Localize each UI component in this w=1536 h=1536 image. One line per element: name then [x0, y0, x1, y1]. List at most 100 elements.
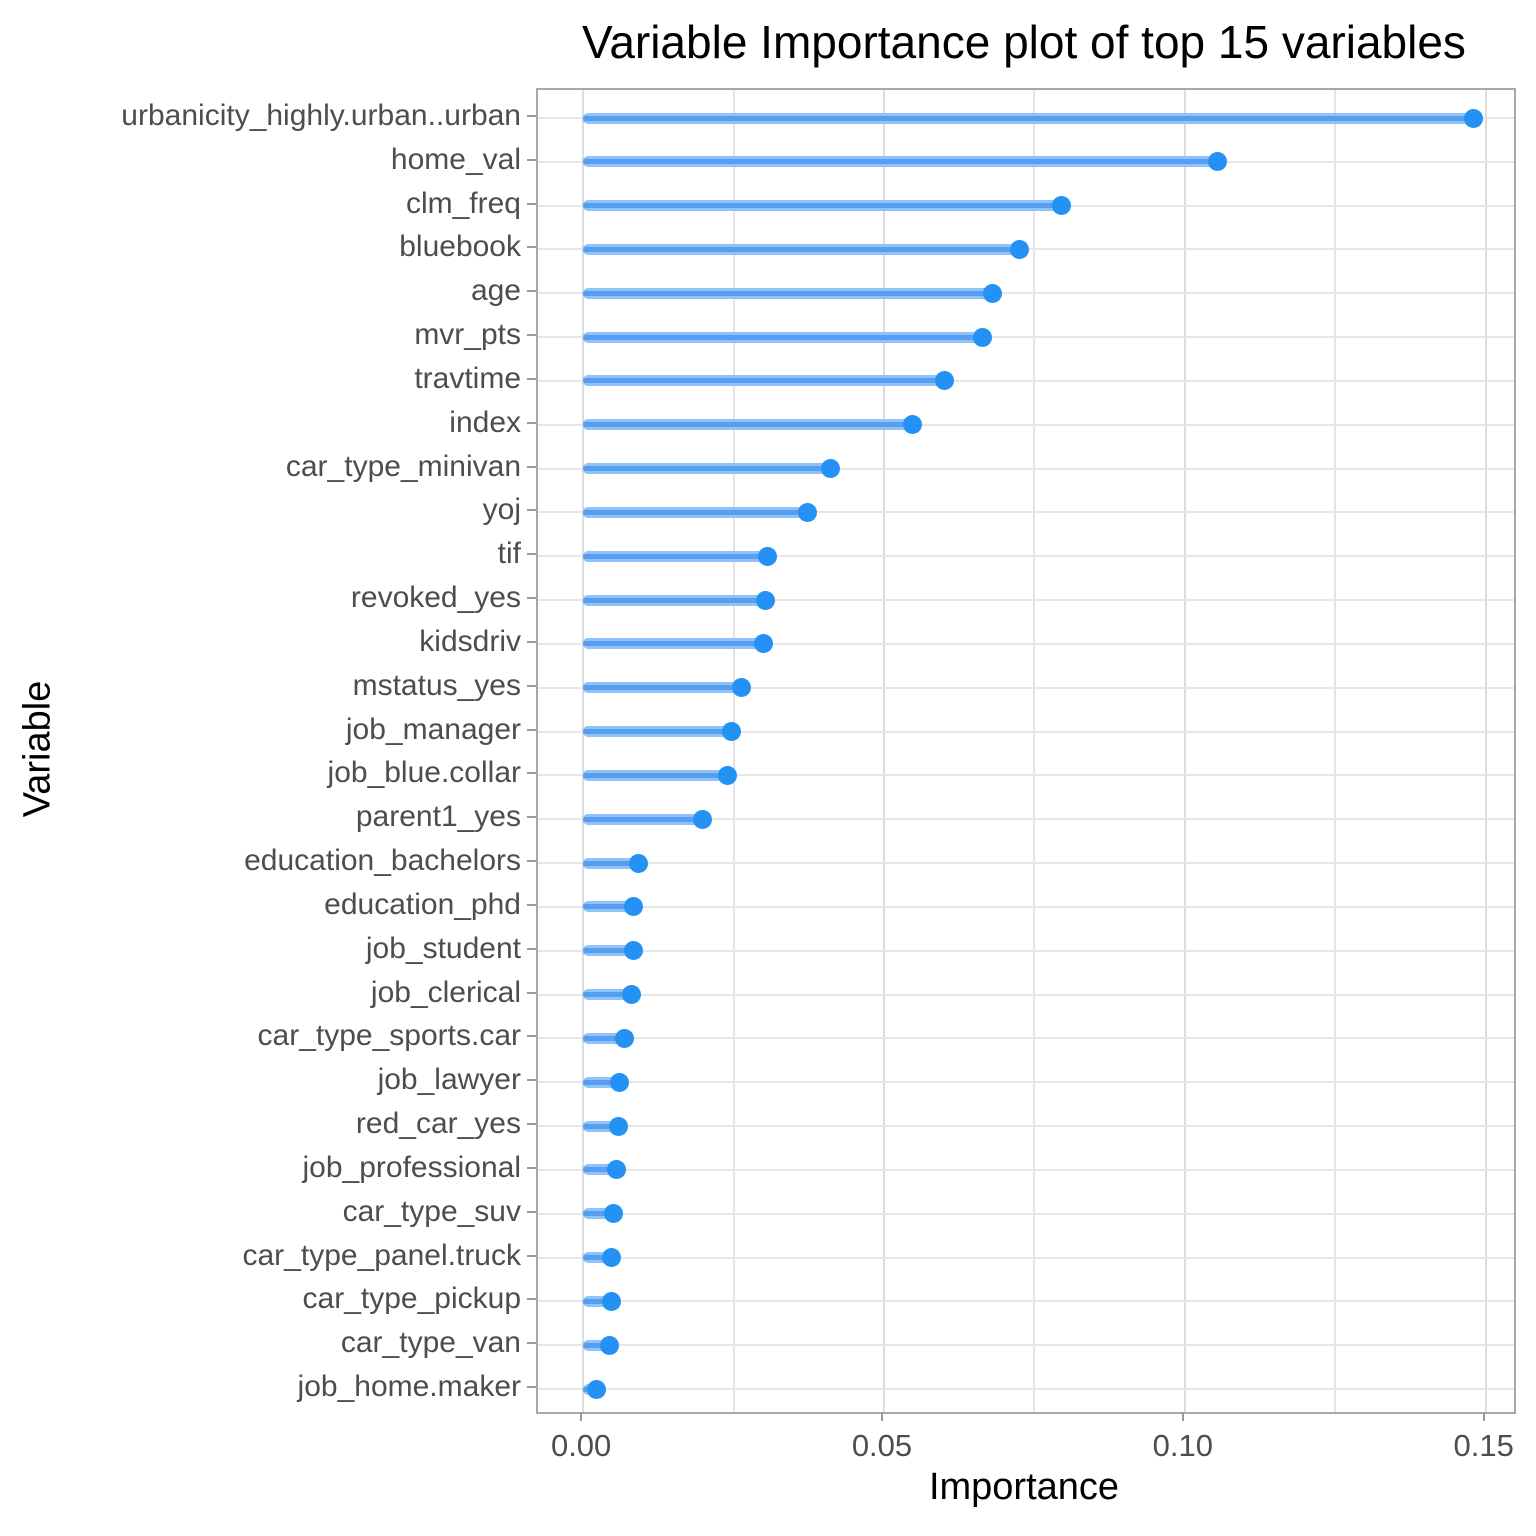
- lollipop-stem: [583, 638, 764, 650]
- y-tick-label: travtime: [414, 361, 521, 395]
- chart-title: Variable Importance plot of top 15 varia…: [582, 16, 1466, 68]
- y-tick-mark: [527, 903, 536, 906]
- lollipop-dot: [758, 546, 778, 566]
- y-tick-mark: [527, 1342, 536, 1345]
- lollipop-dot: [693, 809, 713, 829]
- y-tick-label: job_student: [365, 931, 521, 965]
- y-tick-mark: [527, 991, 536, 994]
- y-tick-mark: [527, 246, 536, 249]
- y-tick-label: urbanicity_highly.urban..urban: [121, 99, 521, 132]
- x-tick-label: 0.00: [550, 1428, 612, 1463]
- lollipop-stem: [583, 331, 983, 343]
- lollipop-stem: [583, 506, 808, 518]
- horizontal-gridline: [538, 467, 1514, 470]
- major-vertical-gridline: [1484, 90, 1487, 1412]
- lollipop-stem: [583, 813, 703, 825]
- lollipop-stem: [583, 463, 831, 475]
- y-tick-label: mvr_pts: [414, 318, 521, 352]
- y-tick-label: education_bachelors: [244, 844, 521, 878]
- lollipop-dot: [609, 1116, 629, 1136]
- y-tick-label: parent1_yes: [355, 800, 521, 834]
- y-tick-label: clm_freq: [405, 186, 521, 220]
- lollipop-stem: [583, 769, 728, 781]
- x-tick-label: 0.15: [1453, 1428, 1514, 1463]
- lollipop-stem: [583, 112, 1474, 124]
- y-tick-label: car_type_minivan: [285, 449, 521, 483]
- lollipop-dot: [587, 1379, 607, 1399]
- y-tick-label: car_type_suv: [342, 1194, 521, 1228]
- lollipop-dot: [623, 897, 643, 917]
- lollipop-stem: [583, 375, 945, 387]
- lollipop-dot: [1009, 239, 1029, 259]
- y-tick-mark: [527, 1298, 536, 1301]
- y-tick-mark: [527, 860, 536, 863]
- horizontal-gridline: [538, 1125, 1514, 1128]
- lollipop-stem: [583, 156, 1218, 168]
- y-tick-label: age: [470, 274, 521, 308]
- lollipop-dot: [1052, 196, 1071, 216]
- x-tick-mark: [1181, 1412, 1184, 1421]
- horizontal-gridline: [538, 993, 1514, 996]
- y-tick-mark: [527, 640, 536, 643]
- y-tick-mark: [527, 597, 536, 600]
- lollipop-dot: [609, 1072, 629, 1092]
- y-tick-label: car_type_sports.car: [257, 1019, 521, 1053]
- lollipop-stem: [583, 1164, 617, 1176]
- horizontal-gridline: [538, 336, 1514, 339]
- lollipop-stem: [583, 200, 1062, 212]
- lollipop-stem: [583, 1252, 612, 1264]
- y-tick-label: car_type_van: [340, 1326, 521, 1360]
- y-tick-label: revoked_yes: [350, 581, 521, 615]
- horizontal-gridline: [538, 1037, 1514, 1040]
- lollipop-stem: [583, 945, 634, 957]
- y-axis-labels: urbanicity_highly.urban..urban home_val cl…: [0, 0, 536, 1536]
- horizontal-gridline: [538, 423, 1514, 426]
- horizontal-gridline: [538, 949, 1514, 952]
- lollipop-stem: [583, 989, 632, 1001]
- horizontal-gridline: [538, 1344, 1514, 1347]
- y-tick-label: car_type_pickup: [302, 1282, 521, 1316]
- lollipop-stem: [583, 594, 766, 606]
- horizontal-gridline: [538, 642, 1514, 645]
- y-tick-mark: [527, 1166, 536, 1169]
- horizontal-gridline: [538, 1388, 1514, 1390]
- horizontal-gridline: [538, 730, 1514, 733]
- x-tick-label: 0.10: [1152, 1428, 1214, 1463]
- major-vertical-gridline: [882, 90, 885, 1412]
- y-tick-label: job_home.maker: [297, 1370, 521, 1403]
- minor-vertical-gridline: [732, 90, 735, 1412]
- horizontal-gridline: [538, 379, 1514, 382]
- y-tick-label: job_blue.collar: [327, 756, 521, 790]
- y-tick-label: education_phd: [324, 887, 521, 921]
- lollipop-stem: [583, 726, 732, 738]
- y-tick-mark: [527, 1123, 536, 1126]
- lollipop-dot: [820, 459, 840, 479]
- lollipop-dot: [1207, 152, 1227, 172]
- y-tick-mark: [527, 290, 536, 293]
- lollipop-dot: [902, 415, 922, 435]
- y-tick-label: job_manager: [345, 712, 521, 746]
- y-tick-mark: [527, 816, 536, 819]
- lollipop-stem: [583, 1208, 614, 1220]
- y-tick-mark: [527, 334, 536, 337]
- y-tick-label: job_professional: [302, 1150, 521, 1184]
- y-tick-label: job_clerical: [370, 975, 521, 1009]
- lollipop-stem: [583, 550, 768, 562]
- lollipop-dot: [601, 1248, 621, 1268]
- lollipop-dot: [732, 678, 752, 698]
- x-tick-mark: [580, 1412, 583, 1421]
- lollipop-dot: [721, 722, 741, 742]
- x-axis-title: Importance: [928, 1466, 1120, 1508]
- lollipop-dot: [798, 502, 818, 522]
- y-tick-mark: [527, 1386, 536, 1388]
- horizontal-gridline: [538, 774, 1514, 777]
- horizontal-gridline: [538, 1212, 1514, 1215]
- minor-vertical-gridline: [1334, 90, 1337, 1412]
- y-tick-mark: [527, 1210, 536, 1213]
- y-tick-label: kidsdriv: [419, 624, 521, 658]
- horizontal-gridline: [538, 1300, 1514, 1303]
- horizontal-gridline: [538, 686, 1514, 689]
- horizontal-gridline: [538, 905, 1514, 908]
- y-tick-mark: [527, 202, 536, 205]
- y-tick-label: yoj: [482, 493, 521, 527]
